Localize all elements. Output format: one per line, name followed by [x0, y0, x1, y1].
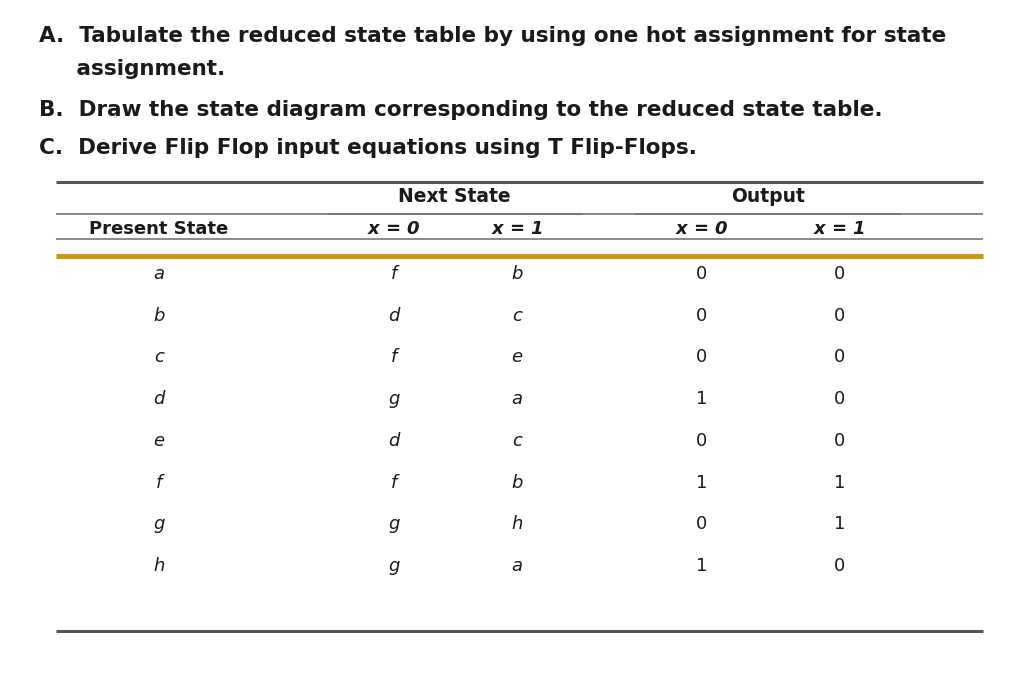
Text: b: b: [153, 307, 165, 324]
Text: c: c: [512, 307, 522, 324]
Text: 0: 0: [696, 265, 707, 283]
Text: B.  Draw the state diagram corresponding to the reduced state table.: B. Draw the state diagram corresponding …: [39, 100, 883, 120]
Text: 0: 0: [696, 516, 707, 533]
Text: 0: 0: [835, 557, 845, 575]
Text: d: d: [388, 307, 400, 324]
Text: Output: Output: [731, 187, 805, 206]
Text: h: h: [511, 516, 523, 533]
Text: h: h: [153, 557, 165, 575]
Text: 0: 0: [835, 432, 845, 450]
Text: f: f: [391, 474, 397, 491]
Text: assignment.: assignment.: [39, 59, 225, 79]
Text: $\bfit{x}$ = 1: $\bfit{x}$ = 1: [490, 220, 544, 238]
Text: 0: 0: [835, 307, 845, 324]
Text: b: b: [511, 265, 523, 283]
Text: g: g: [388, 557, 400, 575]
Text: g: g: [153, 516, 165, 533]
Text: Present State: Present State: [89, 220, 228, 238]
Text: f: f: [391, 265, 397, 283]
Text: c: c: [154, 349, 164, 366]
Text: 1: 1: [834, 474, 846, 491]
Text: $\bfit{x}$ = 1: $\bfit{x}$ = 1: [813, 220, 866, 238]
Text: a: a: [154, 265, 164, 283]
Text: a: a: [512, 557, 522, 575]
Text: 0: 0: [835, 349, 845, 366]
Text: 1: 1: [695, 390, 708, 408]
Text: e: e: [154, 432, 164, 450]
Text: f: f: [156, 474, 162, 491]
Text: Next State: Next State: [398, 187, 511, 206]
Text: $\bfit{x}$ = 0: $\bfit{x}$ = 0: [675, 220, 728, 238]
Text: a: a: [512, 390, 522, 408]
Text: b: b: [511, 474, 523, 491]
Text: 1: 1: [695, 474, 708, 491]
Text: 0: 0: [696, 432, 707, 450]
Text: d: d: [153, 390, 165, 408]
Text: e: e: [512, 349, 522, 366]
Text: c: c: [512, 432, 522, 450]
Text: A.  Tabulate the reduced state table by using one hot assignment for state: A. Tabulate the reduced state table by u…: [39, 26, 946, 46]
Text: C.  Derive Flip Flop input equations using T Flip-Flops.: C. Derive Flip Flop input equations usin…: [39, 138, 697, 158]
Text: g: g: [388, 516, 400, 533]
Text: 0: 0: [696, 349, 707, 366]
Text: f: f: [391, 349, 397, 366]
Text: 1: 1: [695, 557, 708, 575]
Text: 1: 1: [834, 516, 846, 533]
Text: 0: 0: [696, 307, 707, 324]
Text: 0: 0: [835, 390, 845, 408]
Text: 0: 0: [835, 265, 845, 283]
Text: $\bfit{x}$ = 0: $\bfit{x}$ = 0: [368, 220, 421, 238]
Text: g: g: [388, 390, 400, 408]
Text: d: d: [388, 432, 400, 450]
